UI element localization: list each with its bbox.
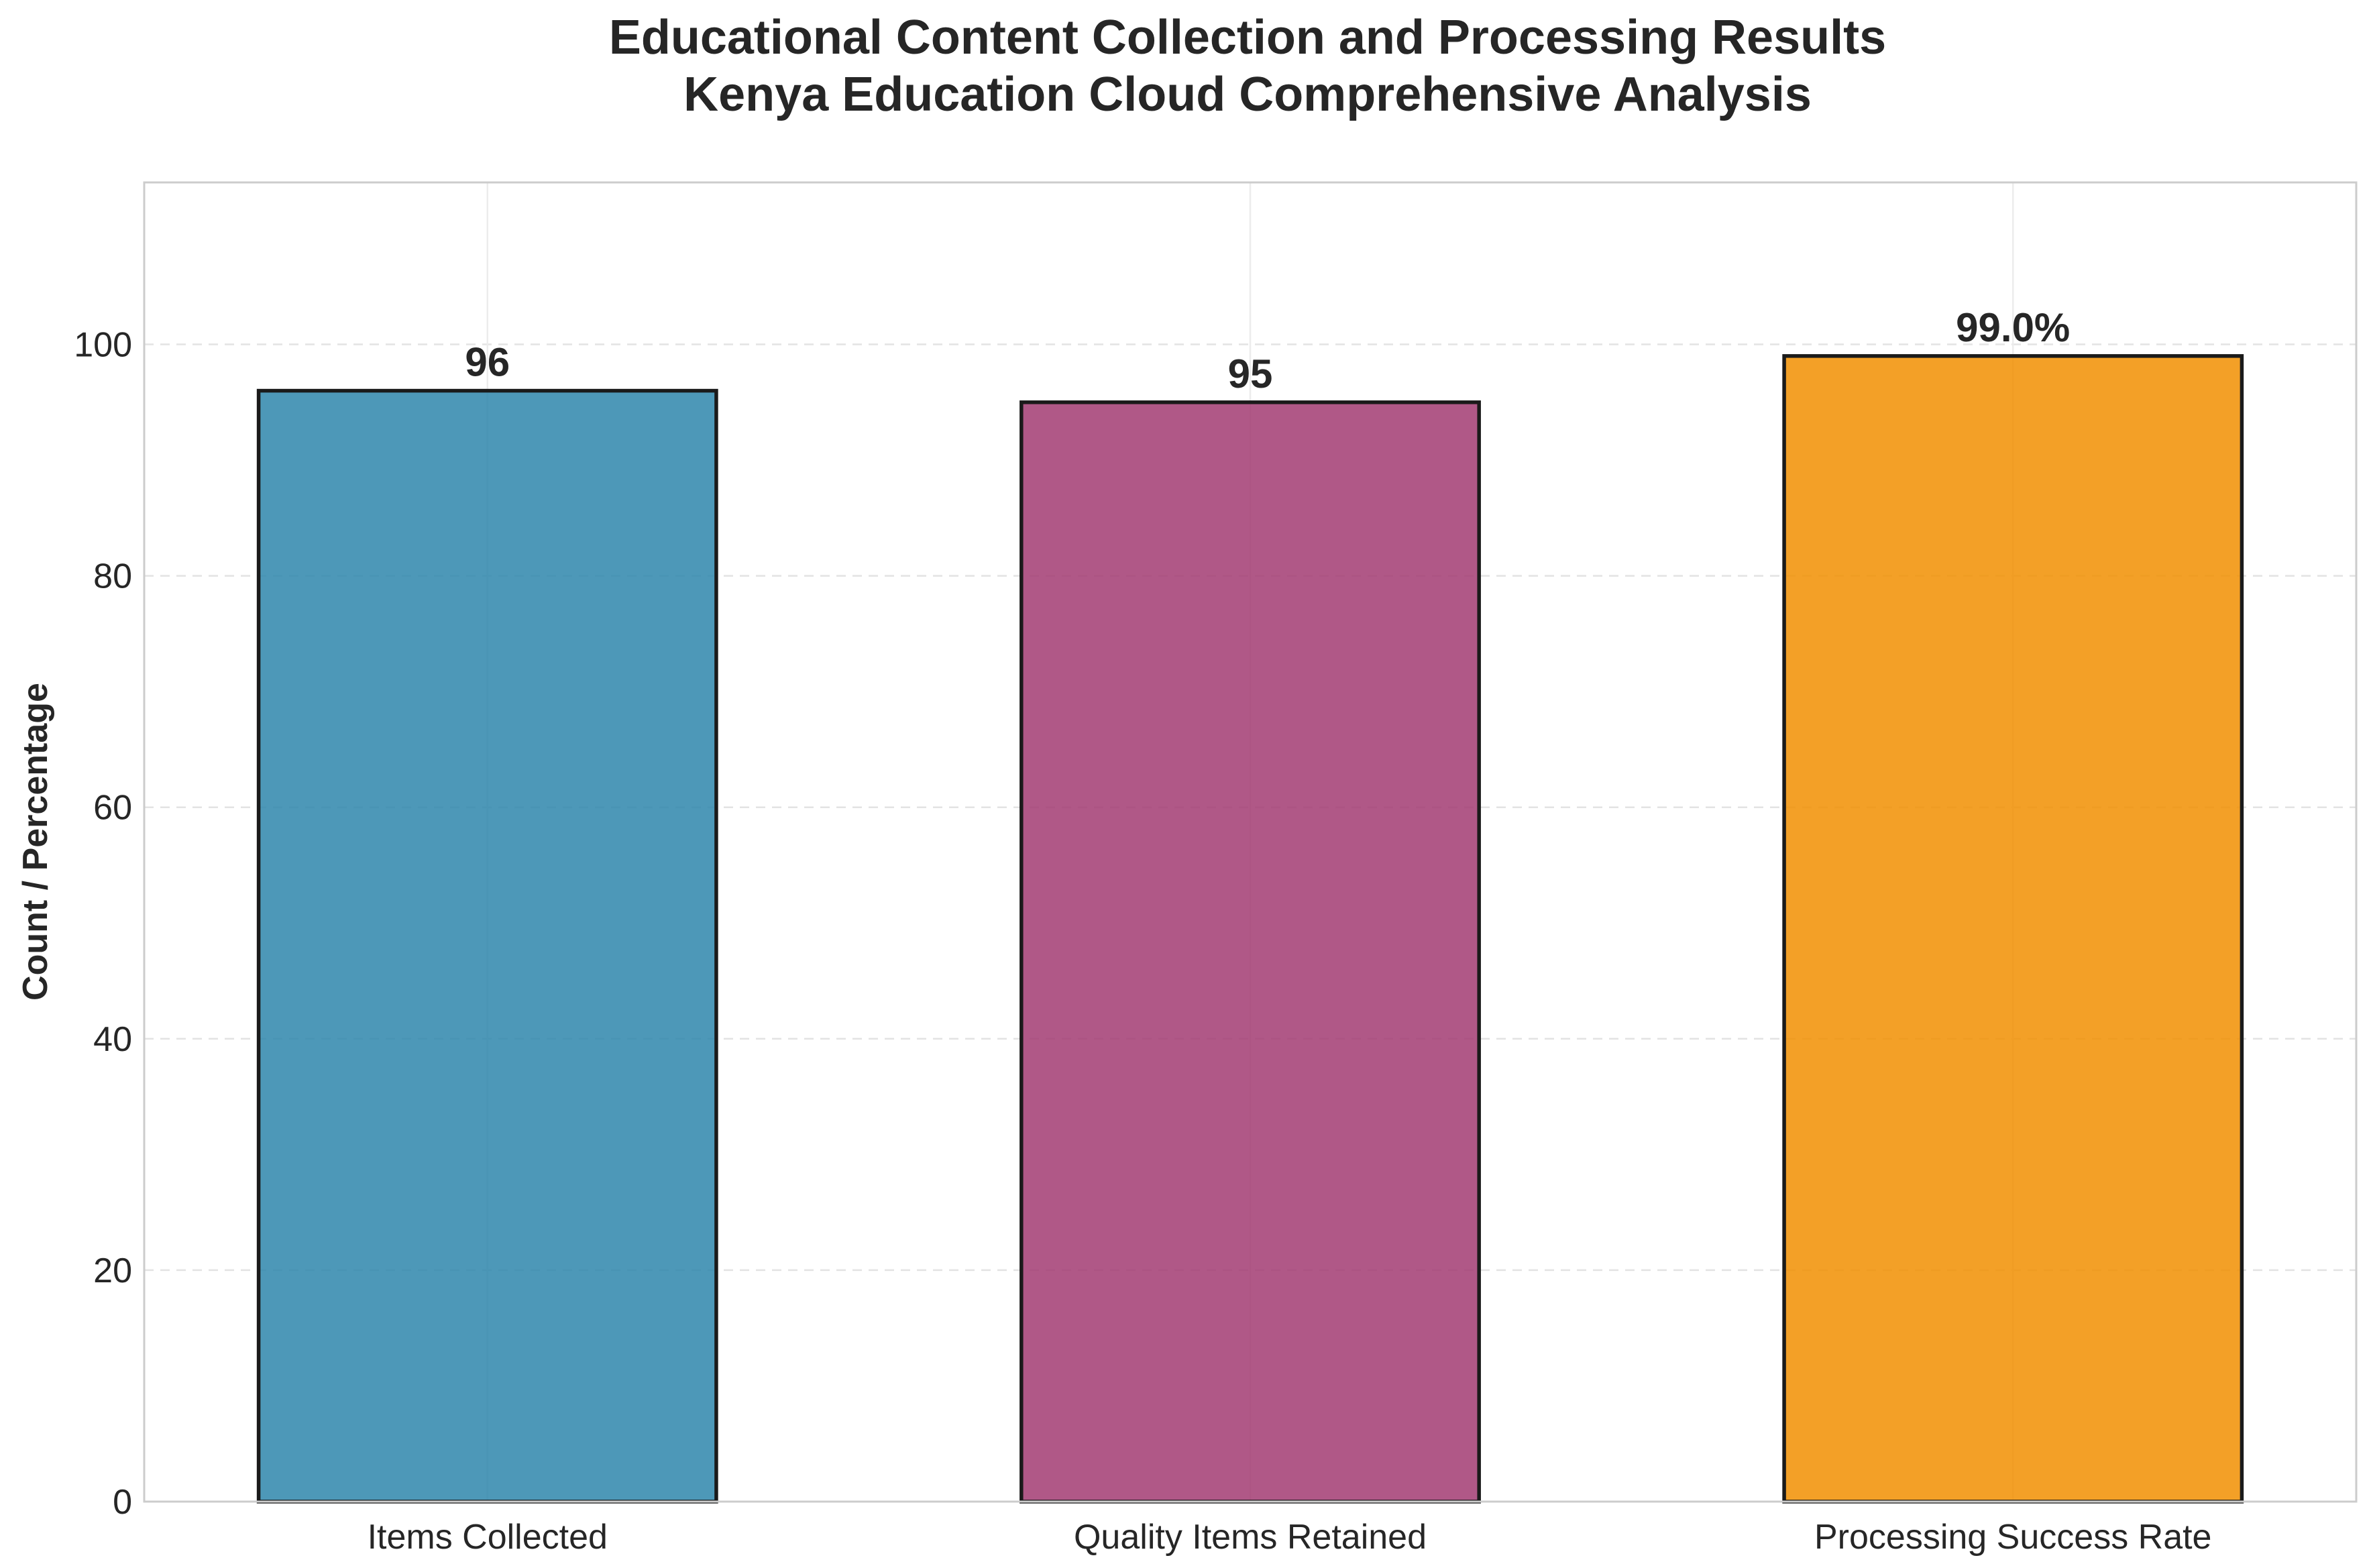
bar-value-label: 99.0% [1956, 305, 2070, 350]
y-tick-label: 40 [93, 1020, 132, 1059]
x-tick-label: Quality Items Retained [1074, 1518, 1427, 1557]
bar-value-label: 95 [1228, 351, 1273, 396]
bar-2 [1019, 400, 1481, 1504]
x-axis-ticks: Items Collected Quality Items Retained Pro… [368, 1518, 2212, 1557]
x-tick-label: Processing Success Rate [1814, 1518, 2212, 1557]
y-tick-label: 100 [74, 326, 132, 365]
y-tick-label: 20 [93, 1251, 132, 1290]
x-tick-label: Items Collected [368, 1518, 608, 1557]
bar-value-label: 96 [465, 340, 510, 385]
y-tick-label: 0 [113, 1483, 132, 1522]
bars: 96 95 99.0% [256, 305, 2244, 1504]
plot-area-frame [143, 181, 2358, 1503]
chart-title-line-2: Kenya Education Cloud Comprehensive Anal… [683, 68, 1812, 121]
y-tick-label: 80 [93, 557, 132, 596]
bar-1 [256, 388, 718, 1504]
chart-title-line-1: Educational Content Collection and Proce… [609, 11, 1886, 64]
y-tick-label: 60 [93, 789, 132, 828]
y-axis-label: Count / Percentage [16, 683, 55, 1001]
y-axis-ticks: 0 20 40 60 80 100 [74, 326, 132, 1522]
bar-3 [1782, 354, 2244, 1504]
